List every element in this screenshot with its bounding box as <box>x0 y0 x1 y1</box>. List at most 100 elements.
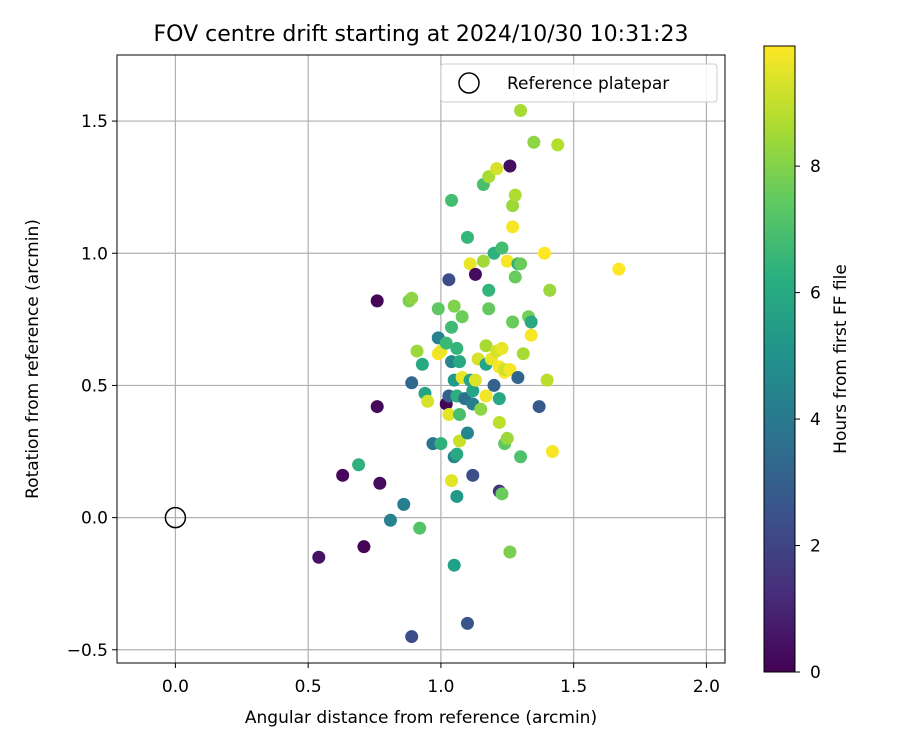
data-point <box>490 162 504 176</box>
data-point <box>540 373 554 387</box>
data-point <box>415 357 429 371</box>
data-point <box>445 474 459 488</box>
legend-box <box>440 63 718 103</box>
data-point <box>452 355 466 369</box>
data-point <box>474 402 488 416</box>
data-point <box>445 193 459 207</box>
data-point <box>450 489 464 503</box>
data-point <box>466 384 480 398</box>
data-point <box>514 257 528 271</box>
data-point <box>532 400 546 414</box>
data-point <box>503 159 517 173</box>
data-point <box>506 199 520 213</box>
data-point <box>466 468 480 482</box>
data-point <box>455 310 469 324</box>
data-point <box>500 254 514 268</box>
data-point <box>442 273 456 287</box>
data-point <box>487 378 501 392</box>
data-point <box>405 630 419 644</box>
data-point <box>370 294 384 308</box>
legend-label: Reference platepar <box>507 74 669 94</box>
data-point <box>434 437 448 451</box>
x-axis-label: Angular distance from reference (arcmin) <box>245 708 597 728</box>
y-axis-label: Rotation from reference (arcmin) <box>23 219 43 499</box>
colorbar <box>763 45 796 673</box>
data-point <box>452 408 466 422</box>
data-point <box>460 230 474 244</box>
colorbar-tick-label: 8 <box>810 157 821 177</box>
reference-point <box>164 506 187 529</box>
data-point <box>410 344 424 358</box>
data-point <box>482 283 496 297</box>
chart-title: FOV centre drift starting at 2024/10/30 … <box>154 22 689 47</box>
data-point <box>450 447 464 461</box>
data-point <box>537 246 551 260</box>
data-point <box>312 550 326 564</box>
colorbar-label: Hours from first FF file <box>831 264 851 454</box>
data-point <box>516 347 530 361</box>
x-tick-label: 1.5 <box>560 677 587 697</box>
data-point <box>352 458 366 472</box>
plot-frame <box>116 54 726 664</box>
y-tick-label: 0.5 <box>81 376 108 396</box>
data-point <box>506 315 520 329</box>
data-point <box>500 431 514 445</box>
data-point <box>545 445 559 459</box>
data-point <box>405 376 419 390</box>
colorbar-tick-label: 6 <box>810 284 821 304</box>
data-point <box>445 320 459 334</box>
data-point <box>439 336 453 350</box>
data-point <box>413 521 427 535</box>
data-point <box>397 497 411 511</box>
y-tick-label: −0.5 <box>67 641 108 661</box>
data-point <box>495 241 509 255</box>
data-point <box>336 468 350 482</box>
data-point <box>421 394 435 408</box>
data-point <box>514 104 528 118</box>
data-point <box>468 267 482 281</box>
reference-marker <box>164 506 187 529</box>
data-point <box>492 392 506 406</box>
data-point <box>551 138 565 152</box>
y-tick-label: 0.0 <box>81 509 108 529</box>
data-point <box>468 373 482 387</box>
x-tick-label: 2.0 <box>693 677 720 697</box>
x-tick-label: 0.5 <box>295 677 322 697</box>
data-point <box>612 262 626 276</box>
data-point <box>543 283 557 297</box>
data-point <box>508 188 522 202</box>
data-point <box>479 339 493 353</box>
colorbar-tick-label: 4 <box>810 410 821 430</box>
y-tick-label: 1.5 <box>81 112 108 132</box>
data-point <box>460 616 474 630</box>
data-point <box>463 257 477 271</box>
y-axis-ticks: −0.5 0.0 0.5 1.0 1.5 <box>67 112 117 661</box>
x-tick-label: 1.0 <box>427 677 454 697</box>
data-point <box>447 299 461 313</box>
data-point <box>383 513 397 527</box>
data-point <box>460 426 474 440</box>
data-point <box>514 450 528 464</box>
data-point <box>503 363 517 377</box>
y-tick-label: 1.0 <box>81 244 108 264</box>
data-point <box>405 291 419 305</box>
data-point <box>495 341 509 355</box>
data-point <box>524 315 538 329</box>
data-point <box>447 558 461 572</box>
data-point <box>524 328 538 342</box>
data-points <box>312 104 626 644</box>
data-point <box>508 270 522 284</box>
data-point <box>373 476 387 490</box>
data-point <box>527 135 541 149</box>
data-point <box>511 371 525 385</box>
colorbar-ticks: 0 2 4 6 8 <box>795 157 821 683</box>
x-axis-ticks: 0.0 0.5 1.0 1.5 2.0 <box>162 663 720 697</box>
data-point <box>442 408 456 422</box>
data-point <box>431 302 445 316</box>
data-point <box>482 170 496 184</box>
data-point <box>450 341 464 355</box>
data-point <box>506 220 520 234</box>
data-point <box>357 540 371 554</box>
